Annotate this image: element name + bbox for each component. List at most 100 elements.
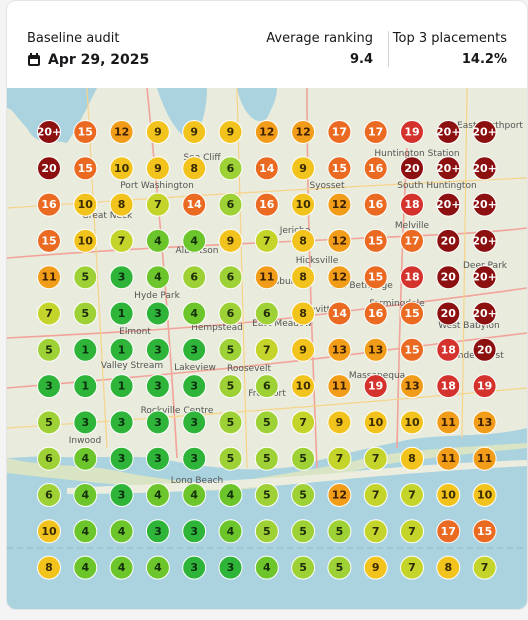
rank-circle xyxy=(400,555,424,580)
rank-circle xyxy=(400,483,424,507)
rank-pin: 3 xyxy=(182,446,207,471)
rank-pin: 9 xyxy=(327,410,352,435)
rank-pin: 11 xyxy=(436,410,461,435)
rank-circle xyxy=(145,483,170,507)
rank-circle xyxy=(109,337,134,362)
rank-circle xyxy=(73,228,98,253)
rank-label: 10 xyxy=(295,380,311,393)
rank-label: 11 xyxy=(259,271,274,284)
rank-circle xyxy=(327,156,352,181)
rank-pin: 5 xyxy=(291,555,316,580)
rank-label: 8 xyxy=(299,271,307,284)
rank-circle xyxy=(363,228,388,253)
rank-pin: 3 xyxy=(182,337,207,362)
rank-pin: 3 xyxy=(145,301,170,326)
rank-circle xyxy=(400,156,424,181)
rank-pin: 4 xyxy=(218,483,243,507)
map: Port Washington Great Neck Sea Cliff Syosse… xyxy=(7,88,527,609)
rank-pin: 13 xyxy=(327,337,352,362)
rank-pin: 6 xyxy=(218,265,243,290)
rank-label: 16 xyxy=(368,162,384,175)
rank-label: 3 xyxy=(190,452,198,465)
rank-circle xyxy=(145,120,170,144)
rank-label: 3 xyxy=(190,525,198,538)
rank-pin: 7 xyxy=(363,446,388,471)
rank-circle xyxy=(37,192,61,217)
rank-circle xyxy=(37,483,61,507)
rank-label: 8 xyxy=(299,234,307,247)
rank-label: 12 xyxy=(332,234,347,247)
rank-circle xyxy=(436,555,461,580)
rank-pin: 12 xyxy=(254,120,279,144)
rank-label: 15 xyxy=(78,162,93,175)
rank-circle xyxy=(218,483,243,507)
divider xyxy=(388,31,389,67)
rank-pin: 10 xyxy=(37,519,61,544)
rank-pin: 9 xyxy=(145,120,170,144)
place-label: Elmont xyxy=(119,327,151,337)
rank-label: 7 xyxy=(336,452,344,465)
rank-pin: 15 xyxy=(472,519,497,544)
rank-label: 4 xyxy=(118,525,126,538)
rank-circle xyxy=(73,301,98,326)
rank-circle xyxy=(37,410,61,435)
rank-pin: 4 xyxy=(145,555,170,580)
rank-label: 7 xyxy=(45,307,53,320)
rank-label: 5 xyxy=(299,525,307,538)
rank-pin: 17 xyxy=(400,228,424,253)
rank-circle xyxy=(145,337,170,362)
rank-circle xyxy=(363,120,388,144)
rank-pin: 7 xyxy=(363,483,388,507)
place-label: Inwood xyxy=(69,436,101,446)
rank-pin: 3 xyxy=(182,555,207,580)
rank-label: 15 xyxy=(368,234,383,247)
rank-pin: 7 xyxy=(145,192,170,217)
rank-circle xyxy=(254,265,279,290)
rank-circle xyxy=(436,410,461,435)
rank-circle xyxy=(218,410,243,435)
rank-circle xyxy=(73,120,98,144)
rank-pin: 3 xyxy=(109,265,134,290)
rank-circle xyxy=(400,228,424,253)
rank-pin: 11 xyxy=(472,446,497,471)
rank-circle xyxy=(182,265,207,290)
rank-pin: 5 xyxy=(327,519,352,544)
rank-circle xyxy=(327,483,352,507)
rank-label: 6 xyxy=(45,489,53,502)
rank-circle xyxy=(145,192,170,217)
audit-card: Baseline audit Apr 29, 2025 Average rank… xyxy=(6,0,528,610)
rank-circle xyxy=(400,265,424,290)
rank-pin: 10 xyxy=(291,374,316,399)
place-label: Farmingdale xyxy=(369,299,425,309)
rank-pin: 3 xyxy=(109,446,134,471)
rank-label: 18 xyxy=(404,271,419,284)
rank-circle xyxy=(400,519,424,544)
rank-pin: 10 xyxy=(363,410,388,435)
rank-circle xyxy=(182,120,207,144)
rank-label: 17 xyxy=(368,126,383,139)
rank-circle xyxy=(37,446,61,471)
rank-circle xyxy=(363,337,388,362)
rank-pin: 1 xyxy=(73,337,98,362)
rank-circle xyxy=(218,301,243,326)
rank-pin: 1 xyxy=(109,337,134,362)
rank-label: 5 xyxy=(227,380,235,393)
rank-circle xyxy=(182,228,207,253)
rank-pin: 20 xyxy=(436,265,461,290)
place-label: Hicksville xyxy=(296,256,339,266)
rank-circle xyxy=(327,374,352,399)
rank-pin: 4 xyxy=(145,483,170,507)
place-label: Hempstead xyxy=(191,323,243,333)
rank-circle xyxy=(182,555,207,580)
rank-circle xyxy=(327,410,352,435)
rank-label: 16 xyxy=(259,198,275,211)
rank-circle xyxy=(327,519,352,544)
rank-circle xyxy=(73,483,98,507)
rank-pin: 5 xyxy=(218,374,243,399)
rank-circle xyxy=(109,555,134,580)
rank-circle xyxy=(472,410,497,435)
rank-pin: 6 xyxy=(254,301,279,326)
rank-pin: 4 xyxy=(182,228,207,253)
rank-circle xyxy=(363,410,388,435)
rank-label: 13 xyxy=(332,343,347,356)
